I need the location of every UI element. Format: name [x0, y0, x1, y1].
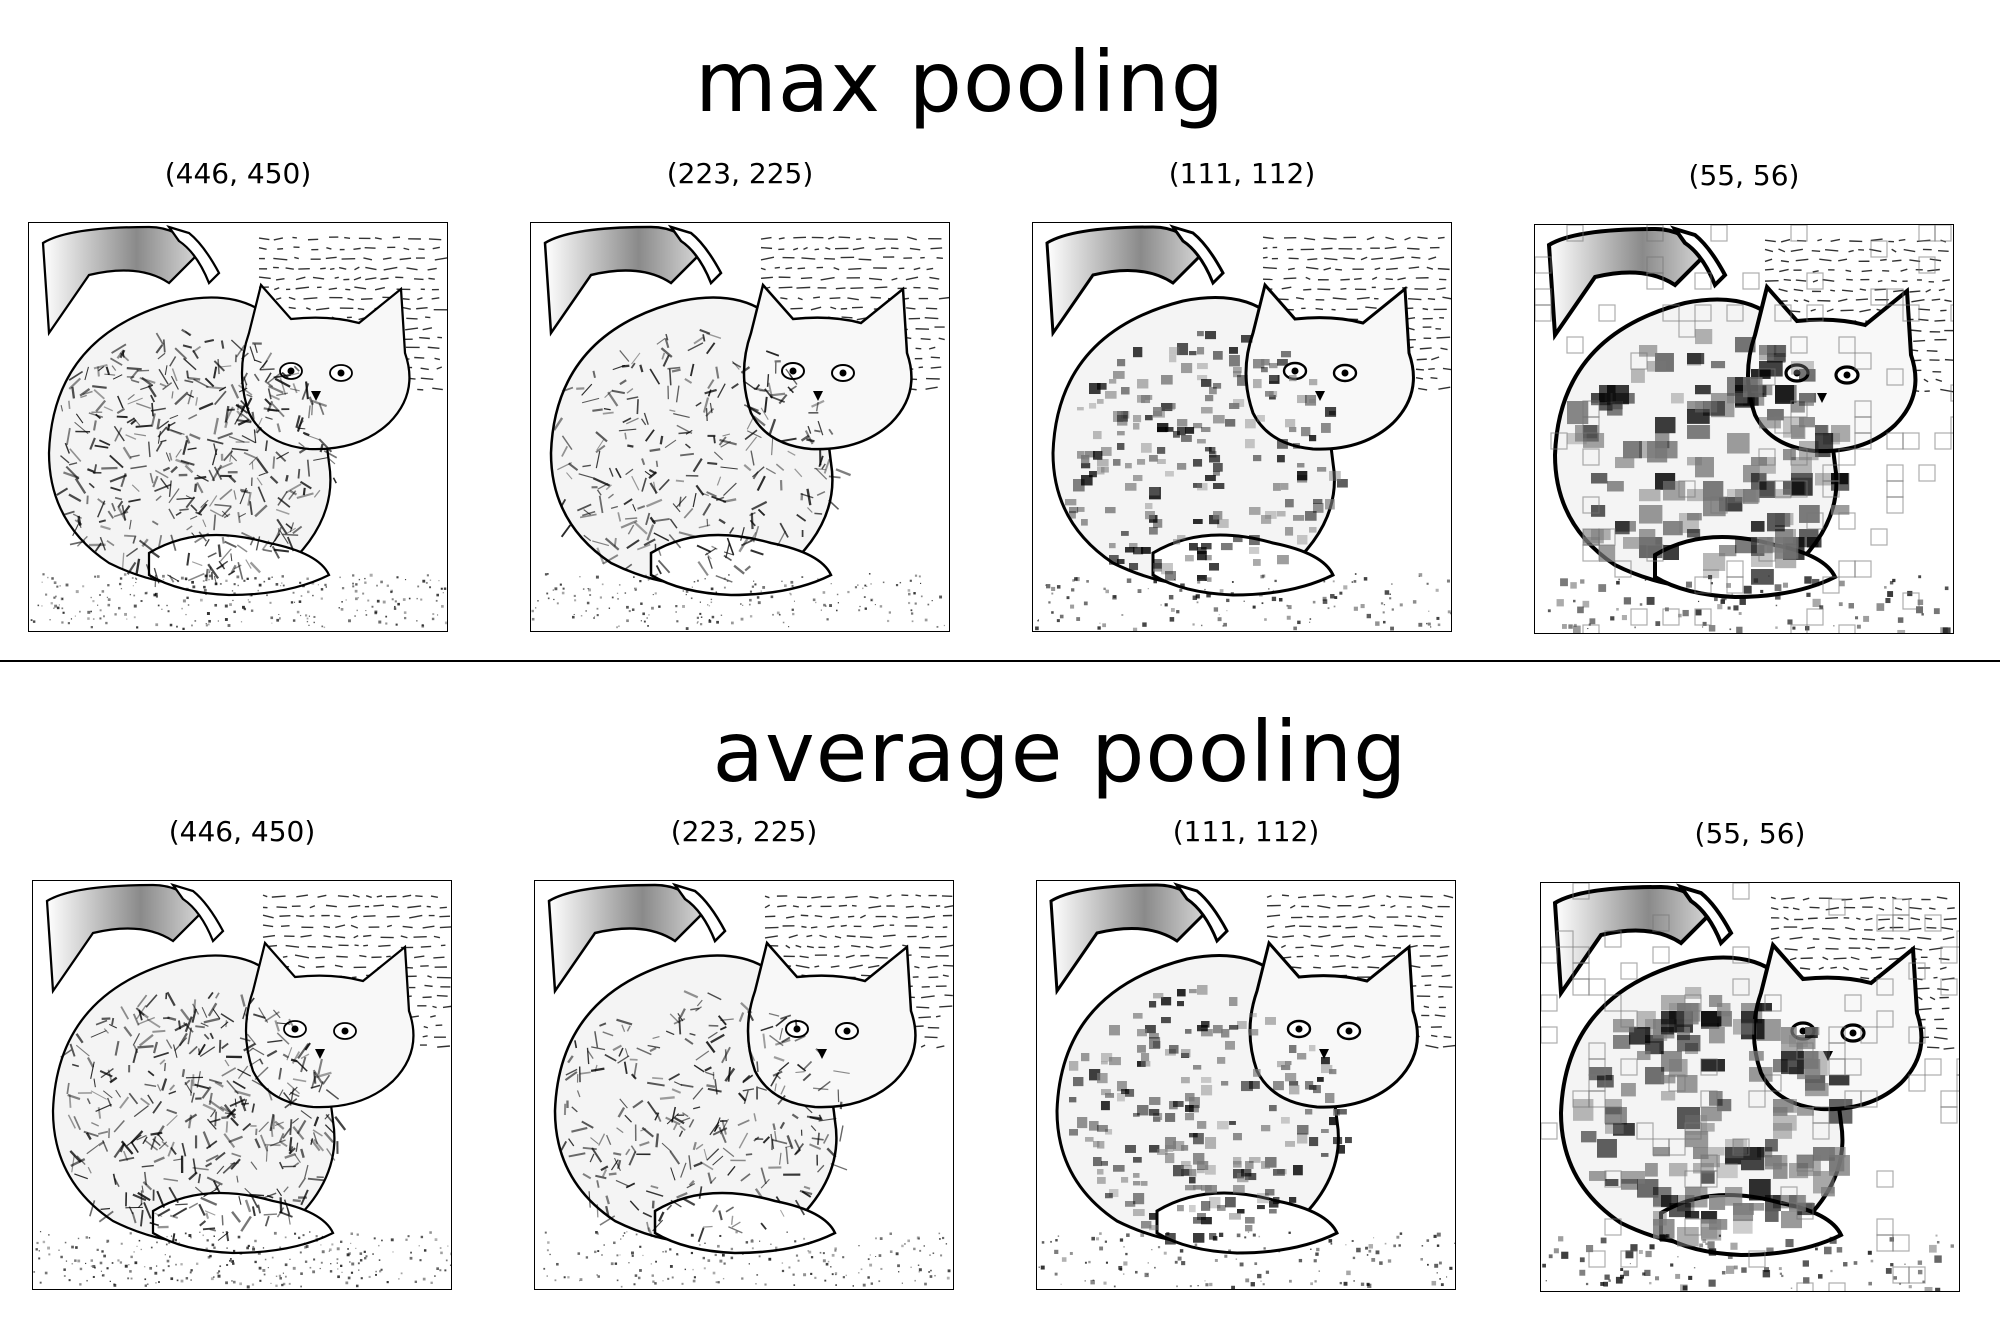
section-title-max-pooling: max pooling — [694, 33, 1226, 131]
panel-size-label: (223, 225) — [666, 157, 814, 190]
average-pooling-section: average pooling (446, 450) (223, 225) (1… — [0, 662, 2000, 1320]
cat-sketch-icon — [530, 222, 950, 632]
panel-size-label: (223, 225) — [670, 815, 818, 848]
cat-sketch-icon — [1534, 224, 1954, 634]
cat-sketch-icon — [534, 880, 954, 1290]
panel-size-label: (55, 56) — [1688, 159, 1800, 192]
cat-sketch-icon — [28, 222, 448, 632]
max-pooling-section: max pooling (446, 450) (223, 225) (111, … — [28, 33, 1954, 634]
cat-sketch-icon — [1036, 880, 1456, 1290]
panel-size-label: (55, 56) — [1694, 817, 1806, 850]
section-divider — [0, 660, 2000, 662]
cat-sketch-icon — [1540, 882, 1960, 1292]
panel-size-label: (111, 112) — [1172, 815, 1320, 848]
panel-size-label: (446, 450) — [168, 815, 316, 848]
panel-size-label: (446, 450) — [164, 157, 312, 190]
section-title-average-pooling: average pooling — [712, 703, 1408, 801]
cat-sketch-icon — [1032, 222, 1452, 632]
panel-size-label: (111, 112) — [1168, 157, 1316, 190]
cat-sketch-icon — [32, 880, 452, 1290]
